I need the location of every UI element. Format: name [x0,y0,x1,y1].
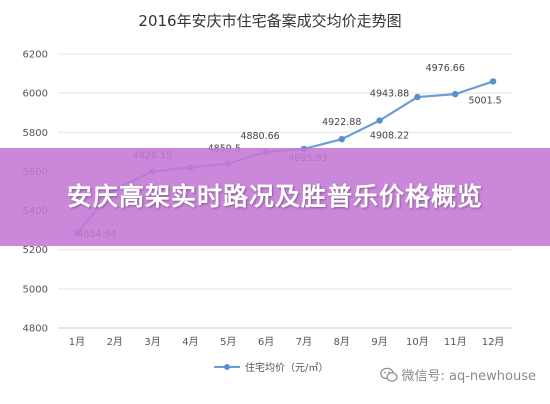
x-tick-label: 6月 [258,336,274,348]
y-tick-label: 5200 [23,245,48,256]
x-tick-label: 1月 [69,336,85,348]
data-label: 4922.88 [322,117,361,128]
y-tick-label: 4800 [23,324,48,335]
y-tick-label: 5000 [23,284,48,295]
y-tick-label: 6000 [23,89,48,100]
data-point [376,117,383,124]
watermark: 微信号: aq-newhouse [379,365,537,384]
legend: 住宅均价（元/㎡） [214,361,328,374]
data-label: 4976.66 [426,63,465,74]
x-tick-label: 12月 [482,336,505,348]
data-point [489,78,497,85]
x-axis: 1月 2月 3月 4月 5月 6月 7月 8月 9月 10月 11月 12月 [69,336,505,348]
legend-marker-swatch [224,364,230,370]
x-tick-label: 9月 [371,336,387,348]
x-tick-label: 10月 [406,336,429,348]
x-tick-label: 11月 [444,336,467,348]
data-point [414,93,421,101]
y-tick-label: 5800 [23,128,48,139]
watermark-text: 微信号: aq-newhouse [401,369,537,384]
x-tick-label: 7月 [296,336,312,348]
data-label: 5001.5 [468,95,501,106]
x-tick-label: 8月 [334,336,350,348]
x-tick-label: 5月 [220,336,236,348]
x-tick-label: 4月 [182,336,198,348]
data-label: 4880.66 [240,131,279,142]
legend-label: 住宅均价（元/㎡） [245,361,328,374]
data-label: 4943.88 [370,89,409,100]
y-tick-label: 6200 [23,50,48,61]
data-point [452,90,459,98]
headline-banner: 安庆高架实时路况及胜普乐价格概览 [0,148,550,246]
chart-title: 2016年安庆市住宅备案成交均价走势图 [138,12,401,30]
data-point [338,135,345,143]
headline-text: 安庆高架实时路况及胜普乐价格概览 [66,182,483,211]
x-tick-label: 3月 [144,336,160,348]
x-tick-label: 2月 [107,336,123,348]
data-label: 4908.22 [370,131,409,142]
wechat-icon [379,367,398,382]
